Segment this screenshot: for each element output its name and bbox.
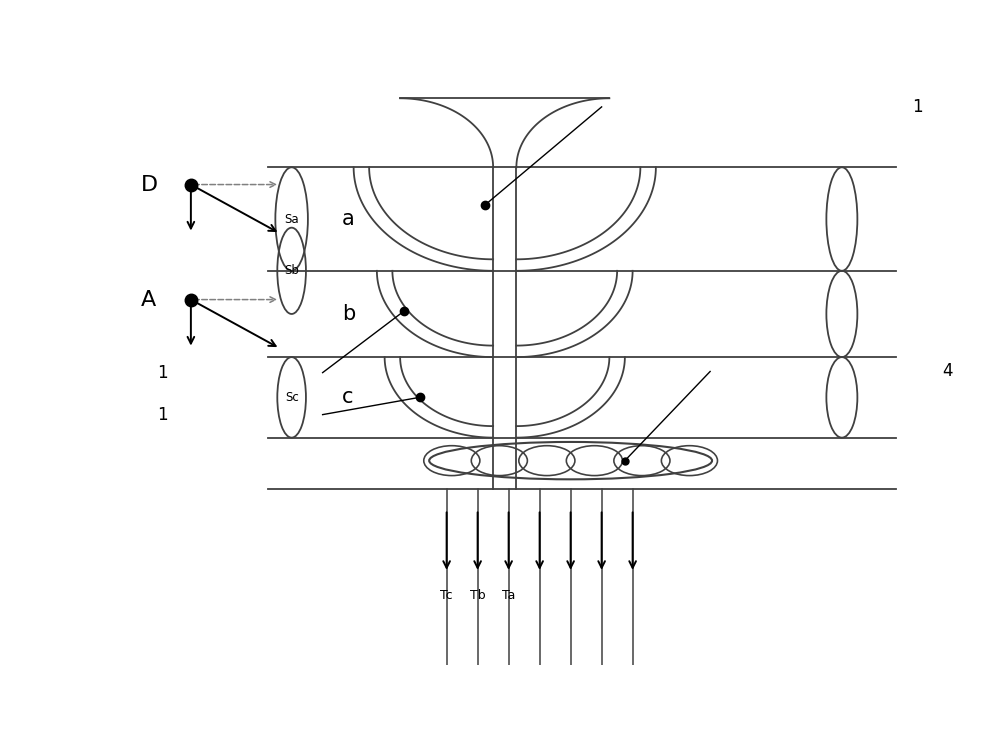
- Text: Sb: Sb: [284, 264, 299, 277]
- Text: Ta: Ta: [502, 589, 515, 602]
- Text: A: A: [140, 290, 156, 309]
- Text: 1: 1: [912, 98, 922, 116]
- Text: Sc: Sc: [285, 391, 298, 404]
- Text: a: a: [342, 209, 355, 229]
- Text: c: c: [342, 388, 354, 407]
- Text: b: b: [342, 304, 355, 324]
- Text: 1: 1: [157, 406, 168, 424]
- Text: D: D: [140, 175, 158, 194]
- Text: Sa: Sa: [284, 213, 299, 226]
- Text: 4: 4: [943, 362, 953, 380]
- Text: Tb: Tb: [470, 589, 485, 602]
- Text: Tc: Tc: [440, 589, 453, 602]
- Text: 1: 1: [157, 364, 168, 382]
